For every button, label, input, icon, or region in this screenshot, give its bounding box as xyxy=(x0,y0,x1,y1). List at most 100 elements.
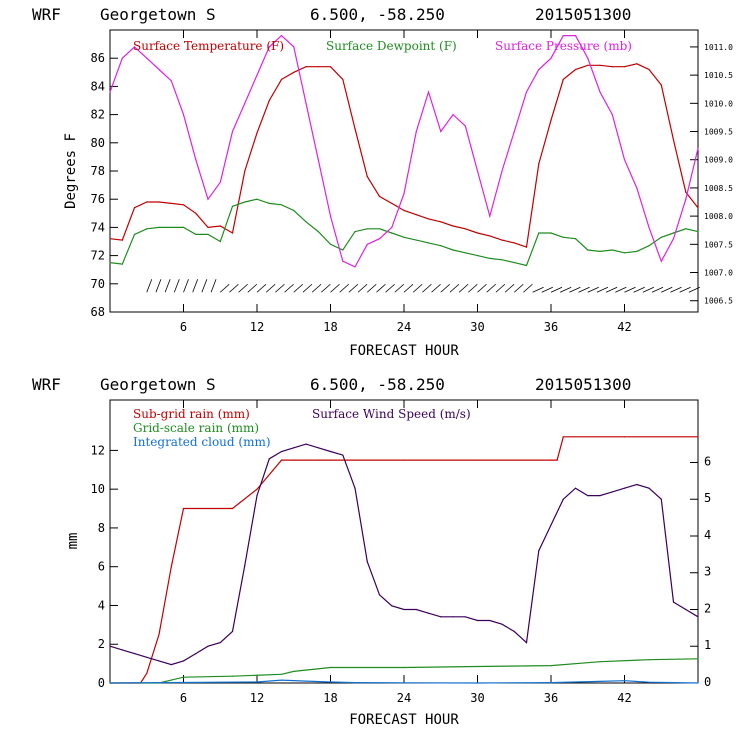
y-tick-label: 6 xyxy=(98,560,105,574)
series-point xyxy=(268,458,270,460)
series-point xyxy=(268,99,270,102)
y2-tick-label: 1011.0 xyxy=(704,43,733,52)
y-tick-label: 70 xyxy=(91,277,105,291)
series-point xyxy=(427,242,430,244)
series-point xyxy=(672,232,675,234)
series-point xyxy=(121,57,123,59)
series-point xyxy=(109,91,111,93)
panel1-init-time: 2015051300 xyxy=(535,5,631,24)
panel2-location: Georgetown S xyxy=(100,375,216,394)
series-point xyxy=(329,459,332,461)
series-point xyxy=(476,665,479,668)
series-point xyxy=(660,498,662,500)
series-point xyxy=(636,483,638,486)
wind-barb xyxy=(651,286,664,293)
series-point xyxy=(256,198,258,200)
series-point xyxy=(427,612,430,614)
series-point xyxy=(354,231,356,233)
series-point xyxy=(391,605,393,607)
series-point xyxy=(109,238,111,240)
panel1-y-axis-label: Degrees F xyxy=(63,133,79,209)
y-tick-label: 12 xyxy=(91,443,105,457)
series-point xyxy=(697,682,699,684)
series-point xyxy=(378,228,381,230)
series-point xyxy=(329,243,332,245)
series-point xyxy=(182,507,185,510)
panel1-x-axis-label: FORECAST HOUR xyxy=(349,343,459,359)
series-point xyxy=(648,659,650,661)
series-point xyxy=(146,228,148,230)
series-point xyxy=(329,215,332,217)
panel1-series xyxy=(109,34,699,268)
series-point xyxy=(280,673,283,675)
series-point xyxy=(231,232,234,234)
series-point xyxy=(256,74,258,76)
wind-barb xyxy=(302,283,313,293)
x-tick-label: 18 xyxy=(323,320,337,334)
series-point xyxy=(550,682,552,684)
wind-barb xyxy=(183,279,189,293)
wind-barb xyxy=(412,283,423,293)
series-point xyxy=(244,102,246,104)
series-point xyxy=(219,240,221,243)
series-point xyxy=(525,91,528,93)
y-tick-label: 86 xyxy=(91,51,105,65)
series-point xyxy=(244,564,246,567)
series-point xyxy=(599,91,601,93)
wind-barb xyxy=(321,283,331,293)
series-point xyxy=(562,436,564,438)
panel1-model: WRF xyxy=(32,5,61,24)
series-point xyxy=(305,102,307,104)
series-point xyxy=(697,616,699,618)
panel1-legend-dewpoint: Surface Dewpoint (F) xyxy=(326,39,457,53)
panel1-legend-pressure: Surface Pressure (mb) xyxy=(495,39,632,53)
series-point xyxy=(476,619,479,622)
wind-barb xyxy=(477,283,487,293)
series-point xyxy=(354,128,356,130)
series-point xyxy=(170,202,172,204)
series-point xyxy=(366,176,368,178)
series-point xyxy=(648,487,650,489)
series-point xyxy=(403,682,405,684)
series-point xyxy=(525,642,528,644)
series-point xyxy=(452,616,454,618)
series-point xyxy=(317,447,319,449)
panel2-init-time: 2015051300 xyxy=(535,375,631,394)
series-point xyxy=(133,46,136,48)
series-point xyxy=(256,488,258,490)
series-point xyxy=(244,170,246,172)
series-point xyxy=(574,68,577,71)
series-point xyxy=(550,524,552,526)
series-point xyxy=(623,159,626,161)
wind-barb xyxy=(173,279,180,293)
series-point xyxy=(403,236,405,238)
wind-barb xyxy=(624,286,636,293)
series-point xyxy=(366,561,368,563)
series-point xyxy=(538,232,540,234)
series-point xyxy=(452,225,454,227)
series-point xyxy=(611,249,613,251)
wind-barb xyxy=(504,283,515,293)
series-point xyxy=(231,507,234,510)
wind-barb xyxy=(523,283,533,293)
series-point xyxy=(697,207,699,209)
series-point xyxy=(170,566,172,568)
wind-barb xyxy=(578,286,590,293)
series-point xyxy=(280,204,283,206)
series-point xyxy=(660,260,662,262)
series-point xyxy=(440,245,442,247)
series-point xyxy=(623,436,626,438)
series-point xyxy=(293,459,295,461)
series-point xyxy=(280,679,283,681)
series-point xyxy=(611,491,613,493)
series-point xyxy=(305,680,307,682)
wind-barb xyxy=(348,283,359,293)
series-point xyxy=(342,260,344,262)
x-tick-label: 42 xyxy=(617,320,631,334)
x-tick-label: 42 xyxy=(617,691,631,705)
series-point xyxy=(109,645,111,647)
series-point xyxy=(697,658,699,660)
series-line-surface-dewpoint-f xyxy=(109,198,699,267)
series-point xyxy=(550,459,552,461)
series-line-surface-wind-speed-m-s xyxy=(109,443,699,666)
